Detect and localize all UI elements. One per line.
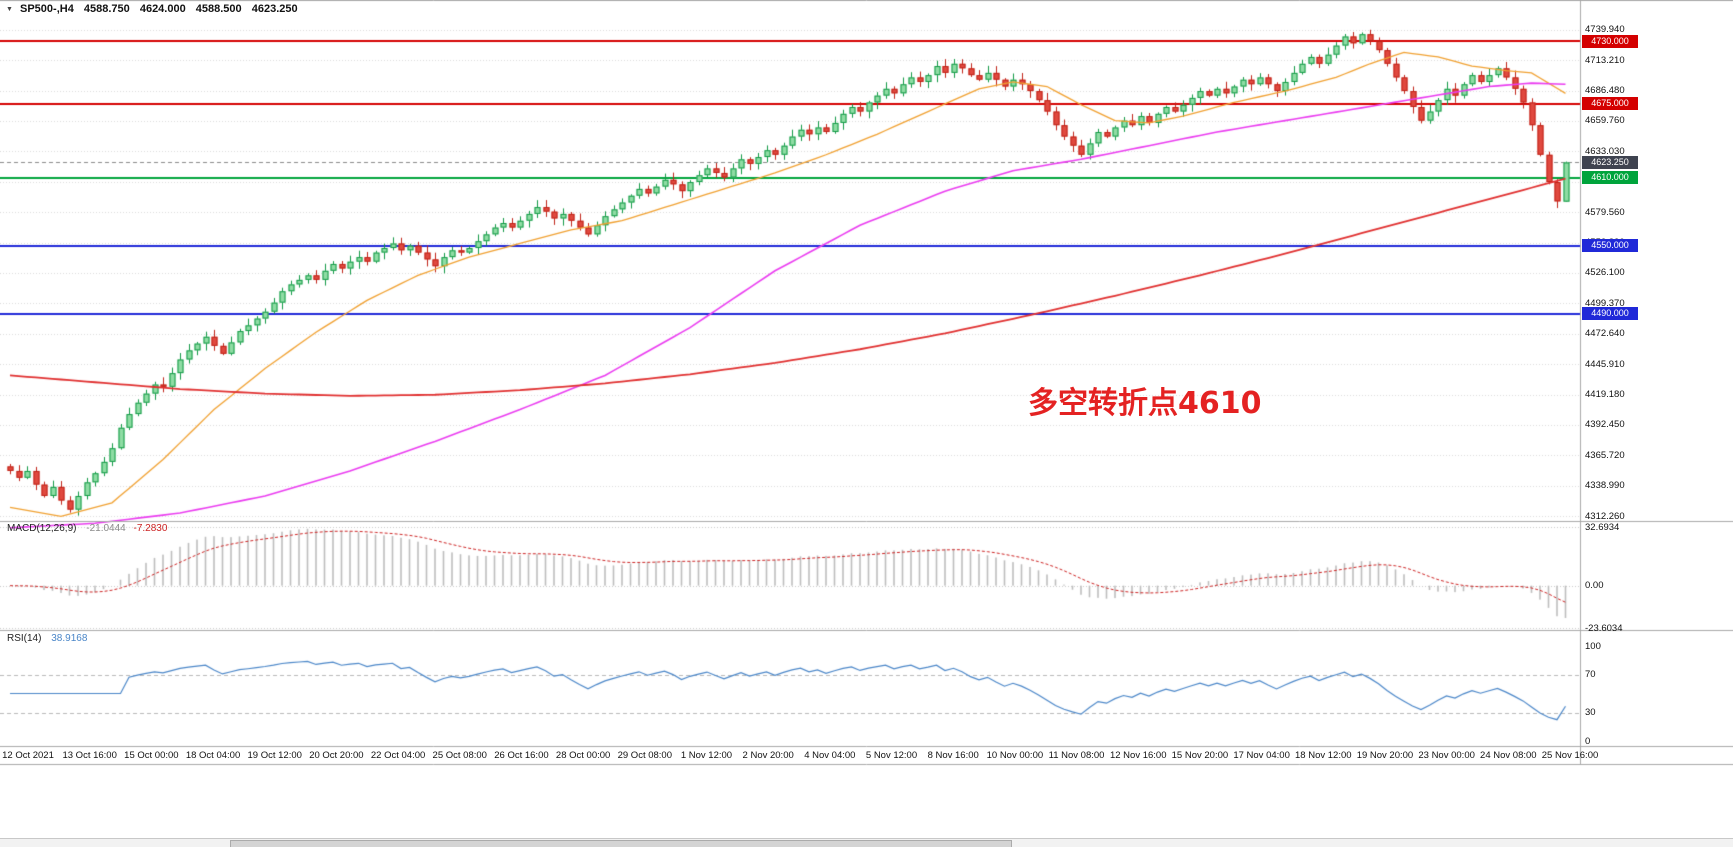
time-axis-label: 19 Nov 20:00	[1356, 750, 1414, 761]
rsi-name: RSI(14)	[7, 633, 42, 644]
time-axis-label: 15 Oct 00:00	[124, 750, 179, 761]
price-line-badge[interactable]: 4675.000	[1582, 97, 1638, 111]
time-axis-label: 29 Oct 08:00	[617, 750, 672, 761]
time-axis-label: 23 Nov 00:00	[1418, 750, 1475, 761]
price-tick-label: 4445.910	[1585, 358, 1625, 370]
macd-tick-label: 0.00	[1585, 580, 1604, 592]
price-tick-label: 4419.180	[1585, 389, 1625, 401]
rsi-value: 38.9168	[51, 633, 88, 644]
price-tick-label: 4365.720	[1585, 449, 1625, 461]
time-axis-label: 1 Nov 12:00	[680, 750, 733, 761]
time-axis-label: 4 Nov 04:00	[804, 750, 856, 761]
time-axis-label: 12 Nov 16:00	[1109, 750, 1167, 761]
time-axis-label: 17 Nov 04:00	[1233, 750, 1290, 761]
price-tick-label: 4739.940	[1585, 24, 1625, 36]
quote-high: 4624.000	[139, 3, 186, 15]
price-tick-label: 4472.640	[1585, 328, 1625, 340]
quote-open: 4588.750	[83, 3, 130, 15]
annotation-text: 多空转折点4610	[1028, 386, 1262, 421]
time-axis-label: 5 Nov 12:00	[865, 750, 918, 761]
collapse-triangle-icon[interactable]: ▼	[6, 5, 13, 13]
price-tick-label: 4338.990	[1585, 480, 1625, 492]
time-axis-label: 18 Nov 12:00	[1295, 750, 1352, 761]
time-axis-label: 25 Oct 08:00	[432, 750, 487, 761]
time-axis-label: 12 Oct 2021	[2, 750, 54, 761]
rsi-tick-label: 0	[1585, 735, 1591, 747]
scrollbar-thumb[interactable]	[230, 840, 1012, 847]
macd-signal-value: -7.2830	[133, 523, 168, 534]
price-tick-label: 4579.560	[1585, 206, 1625, 218]
time-axis-label: 25 Nov 16:00	[1541, 750, 1599, 761]
macd-tick-label: 32.6934	[1585, 521, 1620, 533]
price-tick-label: 4312.260	[1585, 510, 1625, 522]
time-axis-label: 28 Oct 00:00	[555, 750, 611, 761]
rsi-tick-label: 70	[1585, 669, 1596, 680]
quote-low: 4588.500	[195, 3, 242, 15]
rsi-tick-label: 30	[1585, 707, 1596, 718]
price-line-badge[interactable]: 4730.000	[1582, 34, 1638, 48]
price-line-badge[interactable]: 4550.000	[1582, 239, 1638, 253]
price-tick-label: 4499.370	[1585, 297, 1625, 309]
price-tick-label: 4526.100	[1585, 267, 1625, 279]
price-tick-label: 4659.760	[1585, 115, 1625, 127]
symbol-ohlc-label: ▼ SP500-,H4 4588.750 4624.000 4588.500 4…	[6, 3, 298, 15]
time-axis-label: 8 Nov 16:00	[927, 750, 979, 761]
time-axis-label: 10 Nov 00:00	[986, 750, 1044, 761]
time-axis-label: 18 Oct 04:00	[185, 750, 241, 761]
price-tick-label: 4392.450	[1585, 419, 1625, 431]
symbol-period: SP500-,H4	[20, 3, 74, 15]
rsi-tick-label: 100	[1585, 640, 1601, 652]
quote-close: 4623.250	[251, 3, 298, 15]
rsi-indicator-label: RSI(14) 38.9168	[7, 633, 87, 644]
time-axis-label: 24 Nov 08:00	[1480, 750, 1537, 761]
macd-indicator-label: MACD(12,26,9) -21.0444 -7.2830	[7, 523, 167, 534]
time-axis-label: 2 Nov 20:00	[742, 750, 794, 761]
horizontal-scrollbar[interactable]	[0, 838, 1733, 847]
macd-tick-label: -23.6034	[1585, 622, 1623, 634]
price-tick-label: 4686.480	[1585, 85, 1625, 97]
macd-main-value: -21.0444	[86, 523, 126, 534]
macd-name: MACD(12,26,9)	[7, 523, 77, 534]
time-axis-label: 20 Oct 20:00	[309, 750, 364, 761]
current-price-badge: 4623.250	[1582, 155, 1638, 169]
time-axis-label: 13 Oct 16:00	[62, 750, 117, 761]
time-axis-label: 15 Nov 20:00	[1171, 750, 1229, 761]
price-tick-label: 4713.210	[1585, 54, 1625, 66]
price-line-badge[interactable]: 4490.000	[1582, 307, 1638, 321]
price-line-badge[interactable]: 4610.000	[1582, 171, 1638, 184]
time-axis-label: 22 Oct 04:00	[370, 750, 426, 761]
time-axis-label: 11 Nov 08:00	[1048, 750, 1105, 761]
time-axis-label: 26 Oct 16:00	[494, 750, 549, 761]
price-tick-label: 4633.030	[1585, 145, 1625, 157]
time-axis-label: 19 Oct 12:00	[247, 750, 302, 761]
